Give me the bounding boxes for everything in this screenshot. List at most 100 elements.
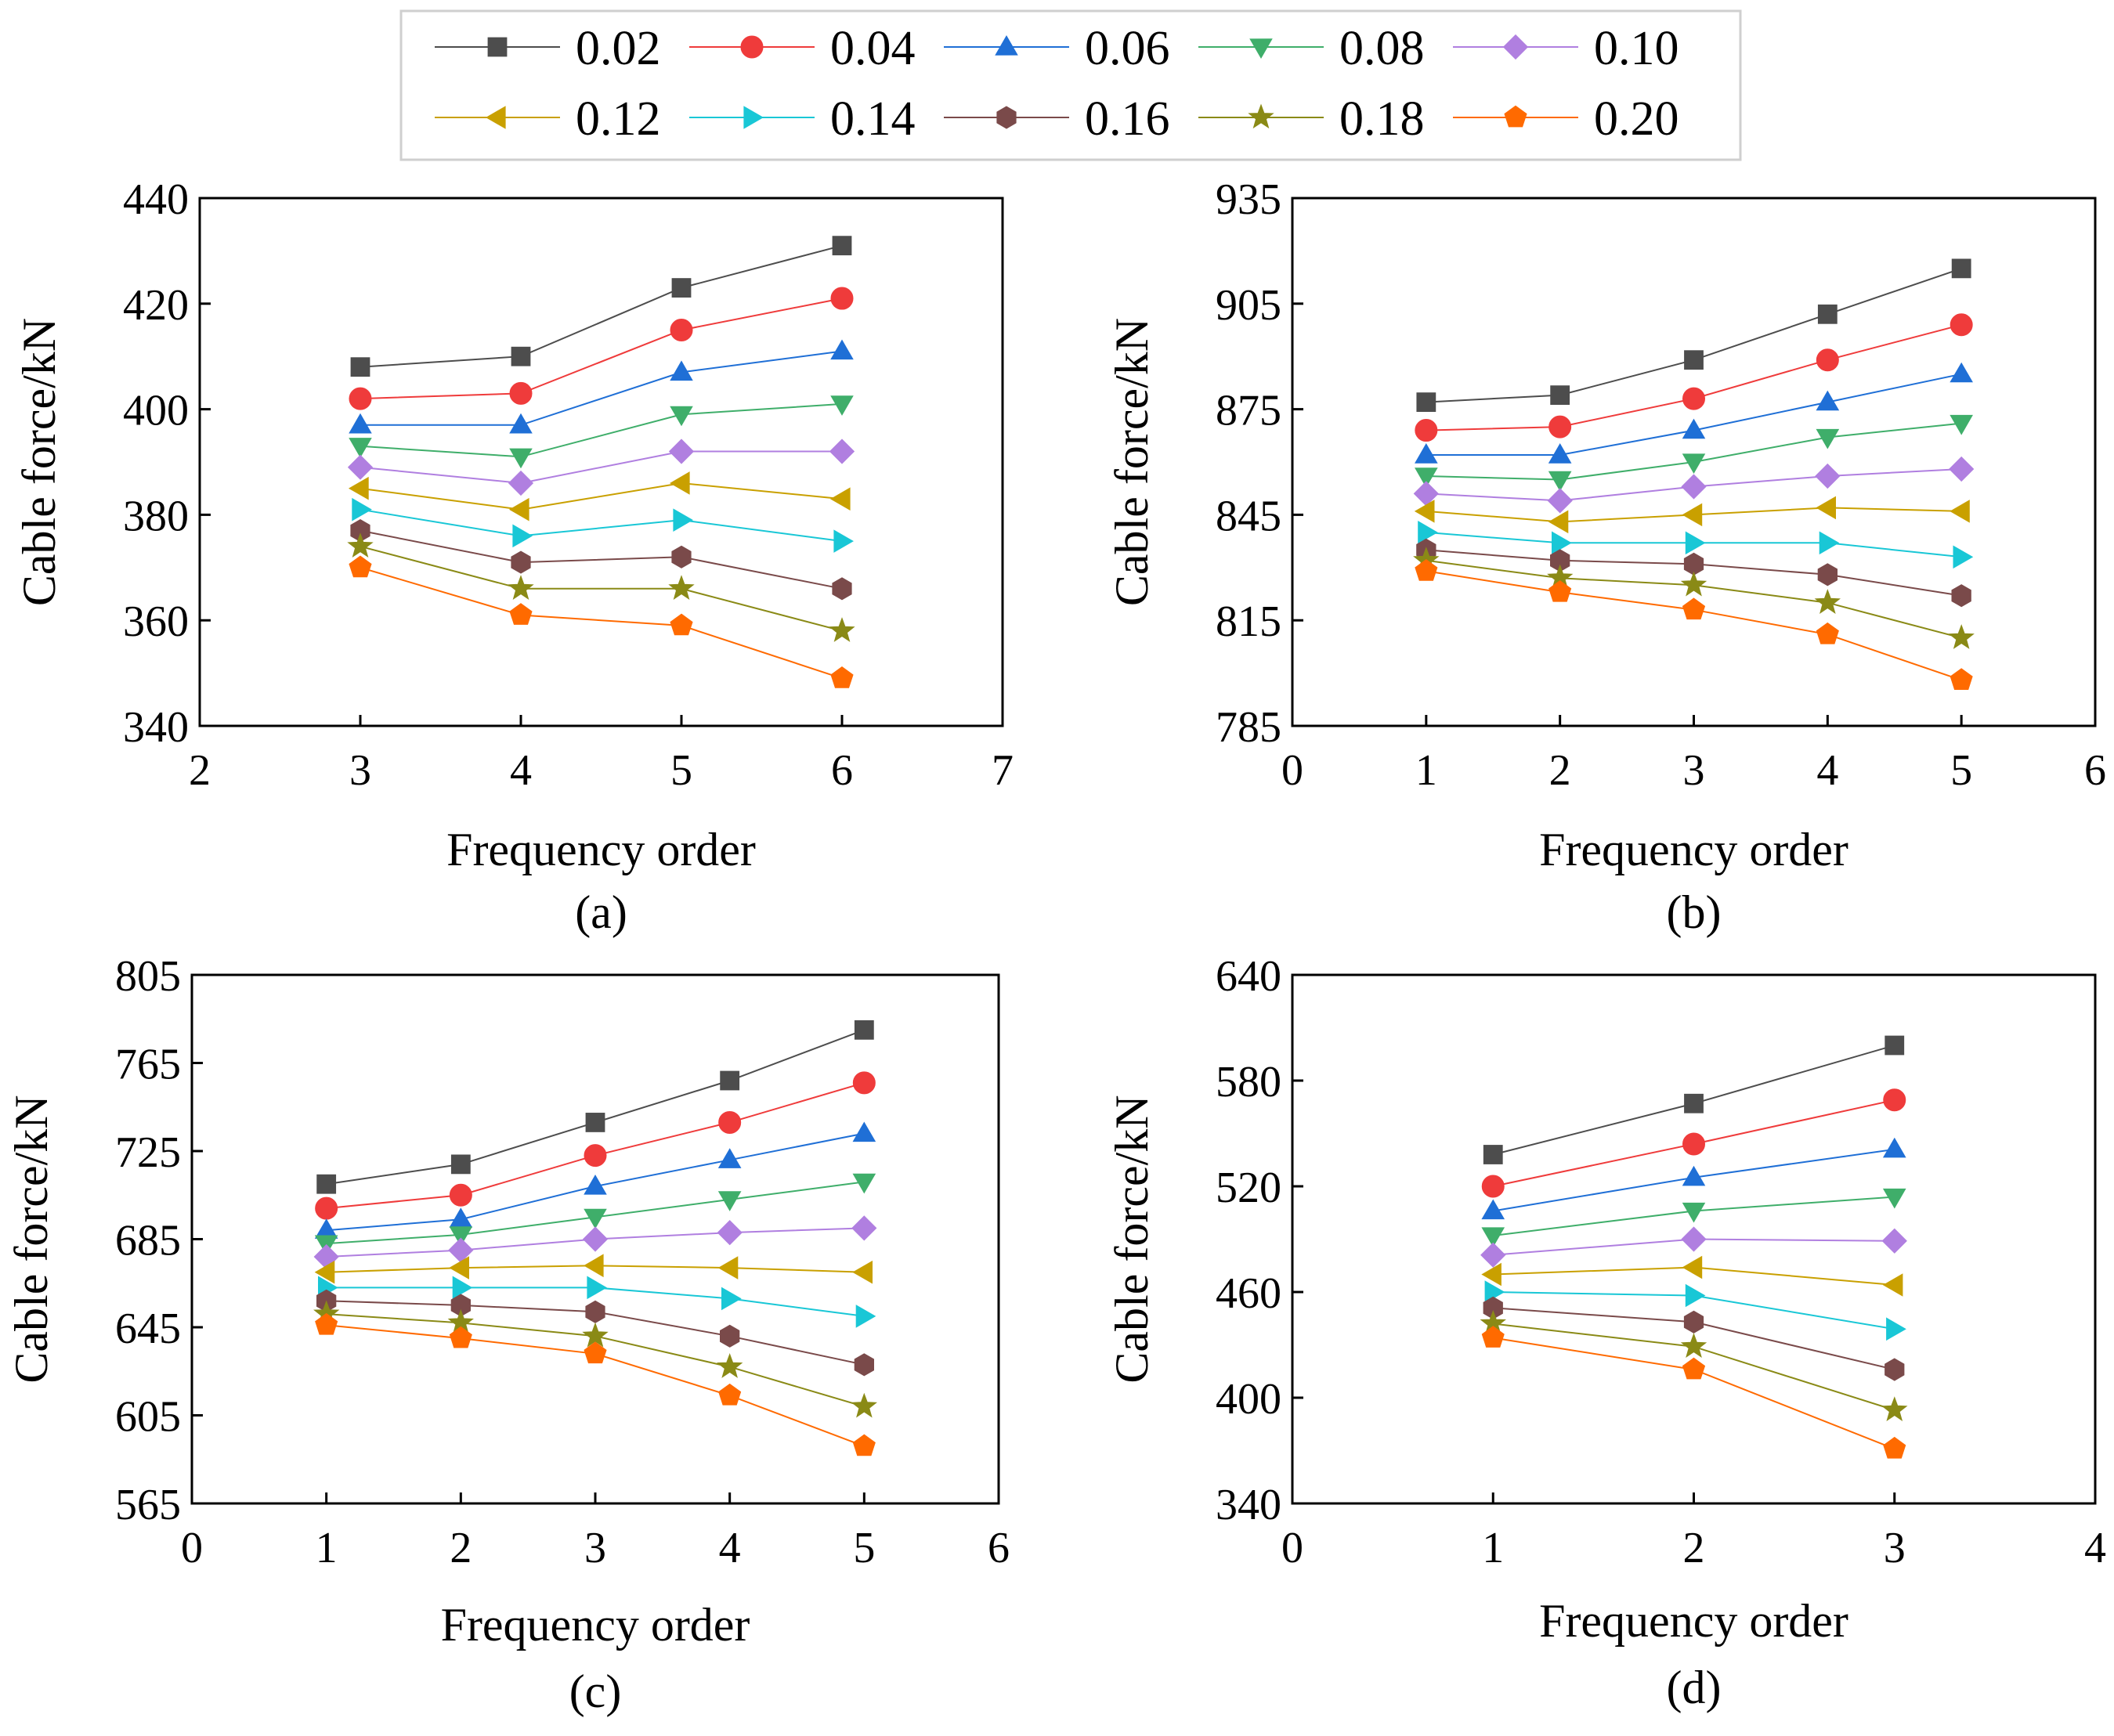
data-point [1550,385,1570,406]
series-0.04 [1481,1088,1906,1198]
data-point [1481,1326,1505,1348]
legend-label: 0.12 [576,92,661,146]
data-point [448,1237,474,1263]
data-point [1548,415,1572,439]
data-point [720,1324,740,1348]
data-point [1416,392,1436,413]
legend-item-0.20: 0.20 [1453,92,1679,146]
series-0.04 [1415,313,1973,442]
data-point [1480,1242,1506,1268]
x-tick-label: 2 [450,1524,472,1572]
y-axis-title: Cable force/kN [13,318,65,606]
data-point [830,487,851,511]
data-point [717,1191,742,1211]
data-point [1684,1093,1704,1113]
data-point [584,1208,607,1229]
data-point [1817,563,1838,586]
data-point [584,1254,604,1278]
data-point [855,1305,876,1328]
data-point [509,413,533,434]
legend-marker-icon [996,106,1017,129]
data-point [1881,1396,1908,1421]
data-point [717,1353,743,1378]
data-point [584,1341,607,1364]
data-point [851,1215,877,1241]
y-tick-label: 340 [1216,1481,1281,1529]
data-point [671,545,692,568]
data-point [347,532,374,558]
x-tick-label: 3 [349,746,371,795]
data-point [1681,1226,1707,1252]
series-0.16 [1483,1296,1905,1381]
legend-marker-icon [995,34,1018,56]
legend-item-0.04: 0.04 [689,22,916,75]
data-point [1886,1317,1906,1341]
legend-item-0.02: 0.02 [435,22,661,75]
x-axis-title: Frequency order [1539,824,1848,875]
data-point [509,603,533,625]
data-point [1682,387,1705,410]
x-tick-label: 5 [670,746,692,795]
data-point [452,1276,473,1300]
data-point [1882,1188,1906,1209]
data-point [852,1434,876,1456]
x-tick-label: 5 [853,1524,875,1572]
x-tick-label: 4 [719,1524,741,1572]
chart-panel-b: 0 1 2 3 4 5 6 785 815 845 875 905 935 Frequency order… [1106,175,2106,938]
data-point [511,346,531,366]
legend-item-0.18: 0.18 [1198,92,1425,146]
series-0.02 [1416,258,1971,413]
x-tick-label: 1 [1482,1524,1504,1572]
y-tick-label: 875 [1216,387,1281,435]
data-point [1950,500,1970,523]
y-tick-label: 605 [115,1393,181,1442]
data-point [508,470,534,496]
data-point [717,1148,742,1168]
data-point [1819,531,1840,555]
data-point [1882,1137,1906,1158]
series-0.06 [1481,1137,1906,1220]
legend-label: 0.14 [830,92,916,146]
legend-item-0.16: 0.16 [944,92,1170,146]
data-point [1682,418,1706,439]
series-0.02 [1483,1035,1905,1164]
data-point [313,1243,339,1270]
data-point [1548,471,1572,492]
x-tick-label: 2 [1683,1524,1705,1572]
legend-marker-icon [1249,38,1273,60]
data-point [582,1226,609,1252]
data-point [587,1276,607,1300]
data-point [670,613,693,636]
data-point [1481,1199,1505,1220]
data-point [830,395,854,416]
x-tick-label: 3 [584,1524,606,1572]
data-point [1817,304,1838,324]
data-point [450,1154,471,1175]
series-line [360,545,843,632]
data-point [673,508,693,532]
legend-marker-icon [743,106,764,129]
panel-label: (b) [1667,886,1722,938]
x-tick-label: 6 [2084,746,2106,795]
data-point [1481,1175,1505,1198]
legend-marker-icon [1504,105,1527,128]
series-line [360,450,842,485]
data-point [852,1173,876,1194]
data-point [1547,488,1573,514]
y-tick-label: 725 [115,1128,181,1177]
data-point [1415,442,1438,464]
series-0.20 [1415,558,1973,690]
series-0.18 [1480,1309,1908,1421]
series-0.04 [349,287,854,410]
series-0.02 [316,1020,874,1194]
data-point [670,406,693,427]
series-0.20 [349,555,854,688]
data-point [585,1113,605,1132]
data-point [1816,622,1839,644]
data-point [1682,1202,1706,1223]
series-line [360,529,843,590]
legend-label: 0.02 [576,22,661,75]
data-point [1548,510,1569,534]
data-point [1950,668,1973,690]
